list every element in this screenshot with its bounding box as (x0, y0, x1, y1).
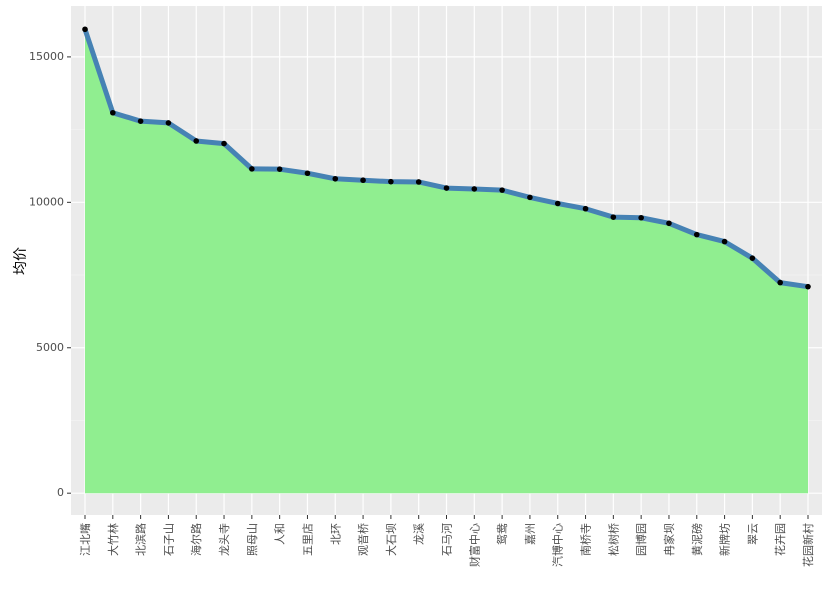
data-point (304, 170, 311, 177)
data-point (554, 200, 561, 207)
data-point (110, 109, 116, 116)
x-tick-label: 花园新村 (801, 523, 815, 567)
area-fill (85, 29, 808, 494)
x-tick-label: 北滨路 (134, 523, 148, 556)
x-tick-label: 花卉园 (774, 523, 787, 556)
data-point (582, 205, 589, 212)
y-tick-label: 10000 (29, 195, 64, 208)
x-tick-label: 鸳鸯 (495, 523, 509, 545)
data-point (415, 179, 422, 185)
y-tick-label: 0 (57, 486, 64, 499)
x-tick-label: 翠云 (746, 523, 759, 545)
x-tick-label: 观音桥 (356, 523, 370, 556)
x-tick-label: 照母山 (246, 523, 259, 556)
y-axis: 0 5000 10000 15000 (29, 50, 71, 499)
data-point (193, 138, 200, 144)
data-point (527, 194, 533, 201)
data-point (721, 238, 728, 245)
x-tick-label: 大竹林 (106, 523, 120, 556)
x-tick-label: 龙溪 (413, 523, 426, 545)
data-point (638, 214, 644, 221)
x-tick-label: 五里店 (300, 523, 314, 556)
x-tick-label: 南桥寺 (580, 523, 593, 556)
data-point (693, 231, 700, 238)
y-tick-label: 5000 (36, 341, 64, 354)
x-tick-label: 嘉州 (523, 523, 537, 545)
data-point (749, 255, 756, 261)
x-tick-label: 大石坝 (384, 523, 398, 556)
x-tick-label: 龙头寺 (218, 523, 231, 556)
data-point (249, 166, 255, 172)
y-axis-title: 均价 (13, 247, 29, 275)
x-tick-label: 石马河 (441, 523, 454, 556)
data-point (666, 220, 672, 227)
data-point (332, 175, 339, 182)
x-tick-label: 新牌坊 (718, 523, 732, 556)
x-tick-label: 园博园 (635, 523, 648, 556)
x-tick-label: 财富中心 (467, 523, 481, 567)
data-point (388, 178, 394, 185)
data-point (221, 140, 227, 147)
x-tick-label: 石子山 (162, 523, 175, 556)
data-point (443, 185, 450, 191)
x-tick-label: 松树桥 (606, 523, 620, 556)
data-point (360, 177, 366, 184)
x-tick-label: 江北嘴 (79, 523, 92, 556)
data-point (471, 186, 478, 192)
x-axis: 江北嘴 大竹林 北滨路 石子山 海尔路 龙头寺 照母山 人和 五里店 北环 观音桥 大石坝 龙溪 石马河财… (79, 515, 815, 567)
x-tick-label: 北环 (329, 523, 342, 545)
data-point (499, 187, 505, 193)
data-point (805, 283, 811, 290)
x-tick-label: 黄泥磅 (690, 523, 704, 556)
data-point (777, 279, 783, 286)
data-point (165, 120, 172, 126)
x-tick-label: 海尔路 (189, 523, 203, 556)
data-point (82, 26, 88, 33)
y-tick-label: 15000 (29, 50, 64, 63)
data-point (276, 166, 283, 172)
x-tick-label: 人和 (274, 523, 287, 545)
x-tick-label: 汽博中心 (551, 523, 565, 567)
data-point (610, 214, 617, 220)
data-points (82, 26, 811, 290)
data-point (137, 118, 144, 124)
x-tick-label: 冉家坝 (662, 523, 676, 556)
